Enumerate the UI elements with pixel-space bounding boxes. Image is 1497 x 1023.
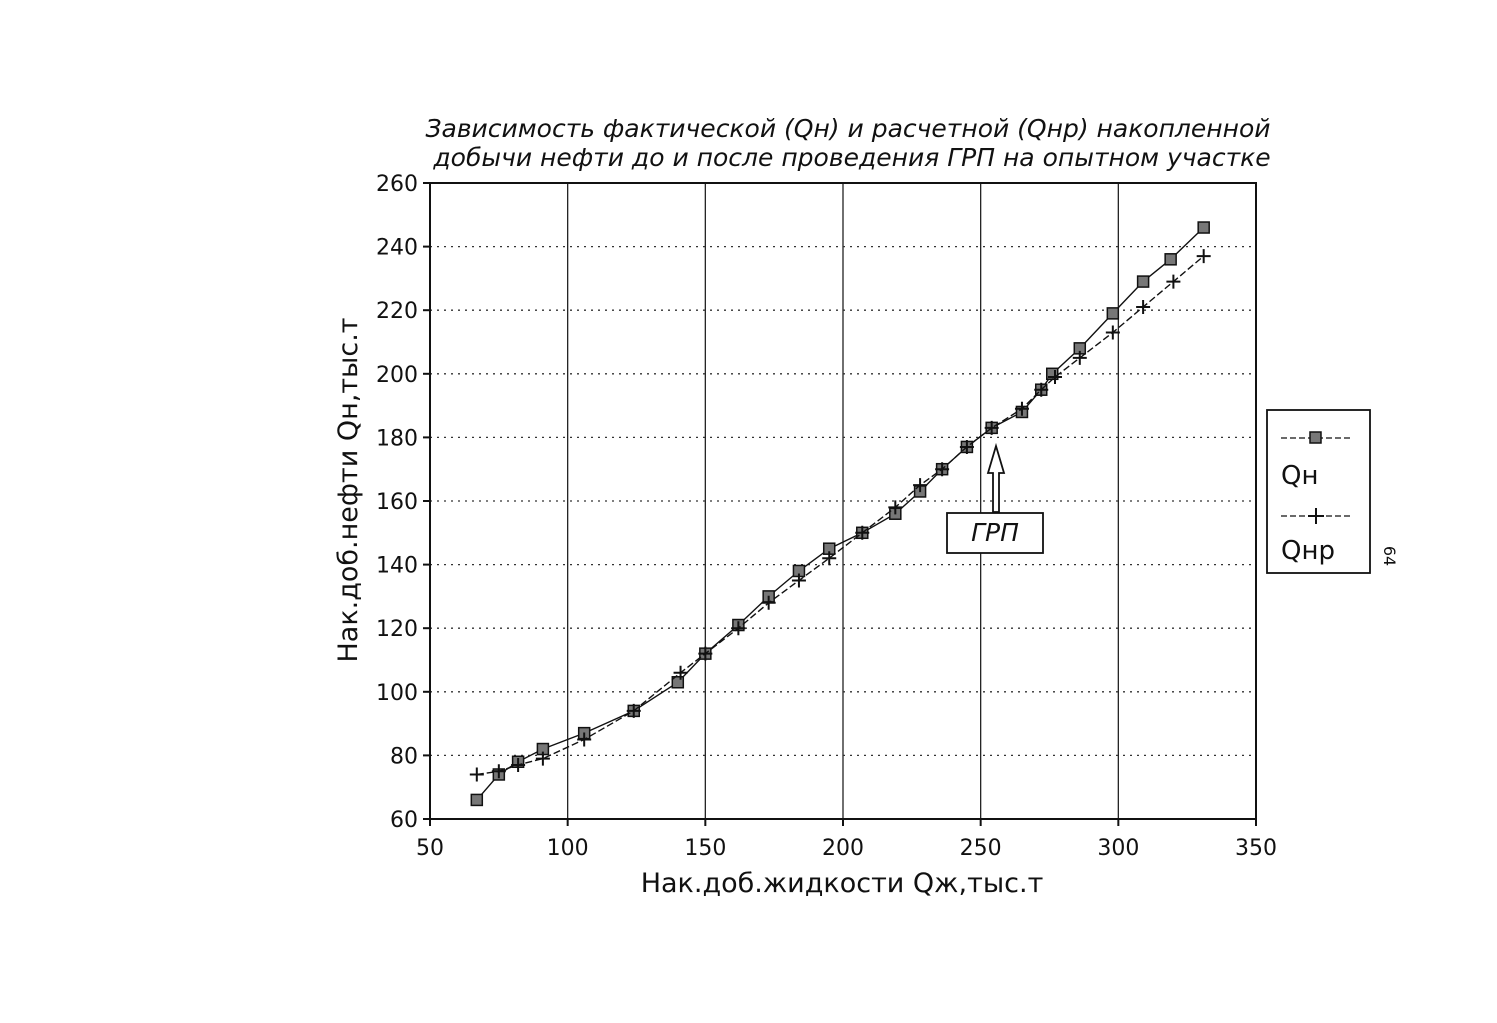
point-qnr: [491, 764, 506, 779]
series-layer: [469, 221, 1211, 807]
legend: Qн Qнр: [1266, 409, 1371, 574]
y-tick-label: 100: [376, 681, 418, 706]
grid: [430, 183, 1256, 819]
point-qnr: [1105, 325, 1120, 340]
chart-title-line1: Зависимость фактической (Qн) и расчетной…: [425, 114, 1270, 143]
y-axis-label: Нак.доб.нефти Qн,тыс.т: [333, 317, 364, 662]
x-tick-label: 150: [684, 836, 726, 861]
point-qnr: [913, 478, 928, 493]
point-qnr: [822, 551, 837, 566]
point-qn: [1164, 253, 1177, 266]
annotation-grp: ГРП: [946, 442, 1044, 554]
x-tick-label: 350: [1235, 836, 1277, 861]
x-tick-label: 250: [960, 836, 1002, 861]
point-qnr: [469, 767, 484, 782]
point-qnr: [935, 462, 950, 477]
point-qnr: [511, 757, 526, 772]
point-qn: [1136, 275, 1150, 288]
series-line-qn: [476, 226, 1205, 801]
point-qnr: [855, 525, 870, 540]
legend-label-qnr: Qнр: [1281, 536, 1335, 566]
point-qnr: [698, 646, 713, 661]
point-qnr: [577, 732, 592, 747]
legend-marker-qn: [1309, 431, 1322, 444]
point-qnr: [1048, 369, 1063, 384]
point-qnr: [888, 500, 903, 515]
x-tick-label: 200: [822, 836, 864, 861]
series-line-qnr: [476, 255, 1205, 776]
y-tick-label: 140: [376, 554, 418, 579]
point-qn: [1106, 307, 1120, 320]
page-number: 64: [1380, 546, 1399, 566]
point-qnr: [1196, 249, 1211, 264]
y-tick-label: 60: [390, 808, 418, 833]
legend-frame: [1266, 409, 1371, 574]
legend-marker-qnr: [1308, 508, 1324, 524]
chart-title-line2: добычи нефти до и после проведения ГРП н…: [432, 143, 1270, 172]
point-qnr: [1034, 382, 1049, 397]
x-tick-label: 300: [1097, 836, 1139, 861]
point-qn: [470, 793, 484, 807]
point-qnr: [1136, 300, 1151, 315]
ticks: 50 100 150 200 250 300 350 60 80 100 120 140 160 180 2…: [376, 172, 1277, 861]
point-qnr: [1014, 401, 1029, 416]
point-qnr: [626, 703, 641, 718]
legend-label-qn: Qн: [1281, 461, 1318, 491]
point-qn: [1197, 221, 1210, 234]
x-tick-label: 100: [547, 836, 589, 861]
point-qn: [671, 676, 685, 689]
point-qnr: [673, 665, 688, 680]
point-qnr: [959, 439, 974, 454]
y-tick-label: 120: [376, 617, 418, 642]
y-tick-label: 160: [376, 490, 418, 515]
point-qnr: [984, 420, 999, 435]
point-qnr: [761, 595, 776, 610]
point-qnr: [1072, 350, 1087, 365]
y-tick-label: 200: [376, 363, 418, 388]
point-qnr: [535, 751, 550, 766]
annotation-label: ГРП: [971, 518, 1019, 547]
point-qnr: [1166, 274, 1181, 289]
y-tick-label: 220: [376, 299, 418, 324]
y-tick-label: 80: [390, 744, 418, 769]
x-tick-label: 50: [416, 836, 444, 861]
annotation-box: [946, 512, 1044, 554]
y-tick-label: 180: [376, 426, 418, 451]
y-tick-label: 240: [376, 236, 418, 261]
point-qnr: [791, 573, 806, 588]
point-qnr: [731, 621, 746, 636]
x-axis-label: Нак.доб.жидкости Qж,тыс.т: [641, 868, 1044, 899]
annotation-arrow: [986, 442, 1006, 513]
y-tick-label: 260: [376, 172, 418, 197]
